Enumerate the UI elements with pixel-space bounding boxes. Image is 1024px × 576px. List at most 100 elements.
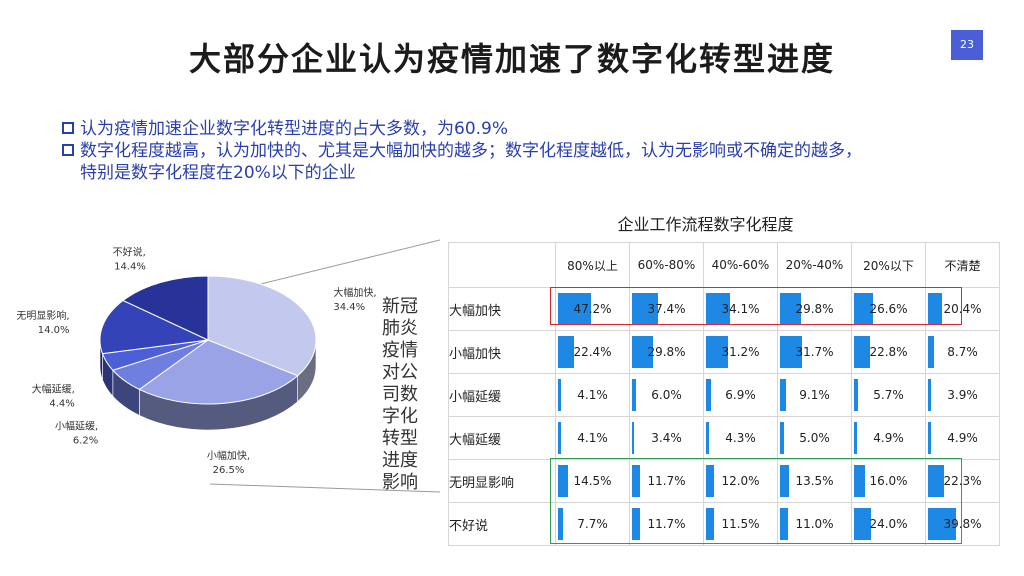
- data-bar: [558, 422, 561, 454]
- pie-slice-value: 14.4%: [114, 261, 146, 272]
- data-bar: [928, 379, 931, 411]
- table-cell: 7.7%: [555, 502, 630, 546]
- cell-value: 31.2%: [721, 345, 760, 359]
- cell-value: 5.0%: [799, 431, 830, 445]
- cell-value: 22.3%: [943, 474, 982, 488]
- cell-value: 31.7%: [795, 345, 834, 359]
- cell-value: 4.9%: [873, 431, 904, 445]
- pie-slice-value: 34.4%: [333, 302, 365, 313]
- data-bar: [928, 422, 932, 454]
- table-cell: 5.7%: [851, 373, 926, 417]
- cell-value: 13.5%: [795, 474, 834, 488]
- data-bar: [632, 293, 659, 325]
- pie-slice-label: 不好说,: [113, 245, 146, 258]
- column-header: 20%以下: [851, 242, 926, 288]
- pie-slice-label: 大幅延缓,: [32, 383, 75, 396]
- cell-value: 11.7%: [647, 517, 686, 531]
- cell-value: 20.4%: [943, 302, 982, 316]
- data-bar: [854, 508, 871, 540]
- table-cell: 4.3%: [703, 416, 778, 460]
- cell-value: 4.1%: [577, 388, 608, 402]
- table-cell: 22.8%: [851, 330, 926, 374]
- data-bar: [780, 422, 784, 454]
- data-bar: [632, 336, 653, 368]
- table-cell: 20.4%: [925, 287, 1000, 331]
- cell-value: 4.9%: [947, 431, 978, 445]
- side-label: 新冠肺炎疫情对公司数字化转型进度影响: [382, 296, 418, 493]
- table-cell: 31.2%: [703, 330, 778, 374]
- table-cell: 9.1%: [777, 373, 852, 417]
- table-row: 小幅加快 22.4% 29.8% 31.2% 31.7% 22.8% 8.7%: [448, 330, 1000, 374]
- table-cell: 39.8%: [925, 502, 1000, 546]
- table-cell: 3.9%: [925, 373, 1000, 417]
- data-bar: [928, 293, 943, 325]
- table-cell: 3.4%: [629, 416, 704, 460]
- row-header: 小幅延缓: [448, 373, 556, 417]
- checkbox-bullet-icon: [62, 144, 74, 156]
- cell-value: 9.1%: [799, 388, 830, 402]
- table-row: 大幅加快 47.2% 37.4% 34.1% 29.8% 26.6% 20.4%: [448, 287, 1000, 331]
- table-cell: 22.4%: [555, 330, 630, 374]
- connector-line-top: [227, 239, 440, 293]
- column-header: 80%以上: [555, 242, 630, 288]
- table-cell: 11.5%: [703, 502, 778, 546]
- cell-value: 29.8%: [647, 345, 686, 359]
- bullet-item: 认为疫情加速企业数字化转型进度的占大多数，为60.9%: [62, 118, 992, 140]
- highlight-box-red: [550, 287, 962, 325]
- table-cell: 22.3%: [925, 459, 1000, 503]
- cell-value: 11.0%: [795, 517, 834, 531]
- table-cell: 13.5%: [777, 459, 852, 503]
- pie-slice: [138, 339, 299, 405]
- cell-value: 3.9%: [947, 388, 978, 402]
- column-header: 60%-80%: [629, 242, 704, 288]
- table-cell: 11.7%: [629, 502, 704, 546]
- data-bar: [780, 379, 787, 411]
- data-bar: [854, 379, 858, 411]
- table-cell: 16.0%: [851, 459, 926, 503]
- data-bar: [632, 422, 635, 454]
- cell-value: 11.5%: [721, 517, 760, 531]
- column-header: 20%-40%: [777, 242, 852, 288]
- table-cell: 11.7%: [629, 459, 704, 503]
- page-title: 大部分企业认为疫情加速了数字化转型进度: [188, 40, 835, 78]
- cell-value: 8.7%: [947, 345, 978, 359]
- data-bar: [854, 465, 866, 497]
- data-bar: [706, 422, 709, 454]
- cell-value: 4.3%: [725, 431, 756, 445]
- cell-value: 4.1%: [577, 431, 608, 445]
- cell-value: 47.2%: [573, 302, 612, 316]
- row-header: 不好说: [448, 502, 556, 546]
- checkbox-bullet-icon: [62, 122, 74, 134]
- data-bar: [706, 293, 730, 325]
- cell-value: 29.8%: [795, 302, 834, 316]
- data-bar: [706, 379, 711, 411]
- data-bar: [854, 293, 873, 325]
- data-bar: [632, 508, 641, 540]
- cell-value: 34.1%: [721, 302, 760, 316]
- highlight-box-green: [550, 458, 962, 544]
- table-cell: 5.0%: [777, 416, 852, 460]
- cell-value: 5.7%: [873, 388, 904, 402]
- table-cell: 6.9%: [703, 373, 778, 417]
- pie-chart: 大幅加快, 34.4% 小幅加快, 26.5% 小幅延缓, 6.2% 大幅延缓, 4.4% 无明…: [16, 239, 440, 493]
- pie-slice: [122, 275, 209, 341]
- data-bar: [780, 293, 801, 325]
- table-corner: [448, 242, 556, 288]
- cell-value: 14.5%: [573, 474, 612, 488]
- table-header-row: 80%以上 60%-80% 40%-60% 20%-40% 20%以下 不清楚: [448, 242, 1000, 288]
- table-cell: 4.1%: [555, 373, 630, 417]
- table-cell: 26.6%: [851, 287, 926, 331]
- pie-slice-value: 14.0%: [38, 325, 70, 336]
- cell-value: 7.7%: [577, 517, 608, 531]
- data-bar: [706, 508, 715, 540]
- connector-line-bottom: [209, 483, 440, 493]
- page-number: 23: [951, 30, 983, 60]
- table-cell: 11.0%: [777, 502, 852, 546]
- row-header: 无明显影响: [448, 459, 556, 503]
- table-cell: 29.8%: [777, 287, 852, 331]
- cell-value: 16.0%: [869, 474, 908, 488]
- bullet-continuation: 特别是数字化程度在20%以下的企业: [62, 162, 992, 184]
- data-bar: [558, 379, 561, 411]
- data-bar: [706, 336, 728, 368]
- data-bar: [780, 336, 803, 368]
